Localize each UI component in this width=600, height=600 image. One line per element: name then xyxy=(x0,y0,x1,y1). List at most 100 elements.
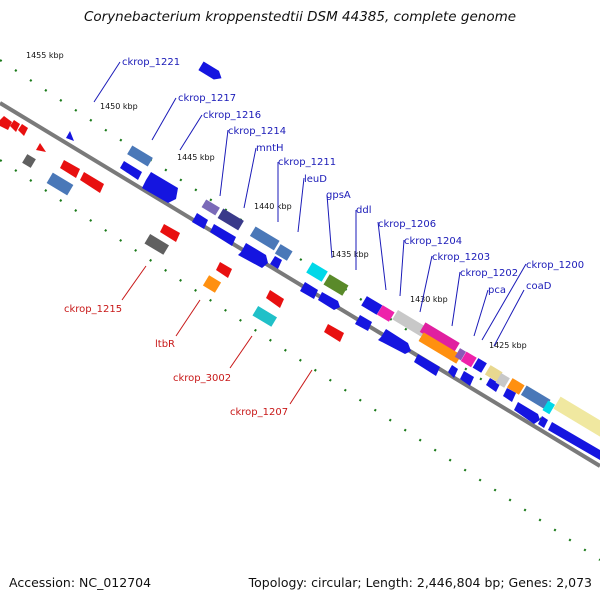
label-ckrop-1206: ckrop_1206 xyxy=(378,219,436,230)
gene-fwd-11 xyxy=(249,226,280,251)
connector-ckrop-1221 xyxy=(93,61,121,103)
gene-fwd-23 xyxy=(418,332,462,364)
connector-ckrop-1216 xyxy=(179,114,203,151)
label-ckrop-1216: ckrop_1216 xyxy=(203,110,261,121)
label-ddl: ddl xyxy=(356,205,371,216)
label-gpsa: gpsA xyxy=(326,190,351,201)
genome-backbone xyxy=(0,101,600,468)
connector-mnth xyxy=(243,147,257,209)
gene-rev-9 xyxy=(80,172,104,193)
scale-ticks-line xyxy=(0,59,600,459)
gene-rev-3 xyxy=(18,124,28,136)
gene-fwd-36 xyxy=(542,400,556,415)
gene-rev-6 xyxy=(66,131,74,141)
gene-fwd-12 xyxy=(274,244,293,261)
label-coad: coaD xyxy=(526,281,552,292)
connector-ckrop-1204 xyxy=(399,239,405,297)
label-ckrop-1200: ckrop_1200 xyxy=(526,260,584,271)
connector-ckrop-1215 xyxy=(121,265,147,301)
label-ckrop-1215: ckrop_1215 xyxy=(64,304,122,315)
gene-fwd-8 xyxy=(217,208,244,231)
connector-ckrop-1202 xyxy=(451,271,461,327)
label-ckrop-1211: ckrop_1211 xyxy=(278,157,336,168)
label-ckrop-1214: ckrop_1214 xyxy=(228,126,286,137)
gene-fwd-20 xyxy=(376,305,395,322)
gene-fwd-16 xyxy=(323,274,349,296)
gene-fwd-22 xyxy=(419,322,460,353)
gene-rev-16 xyxy=(324,324,344,342)
gene-rev-12 xyxy=(216,262,232,278)
gene-fwd-38 xyxy=(514,402,540,424)
gene-rev-7 xyxy=(46,172,74,196)
label-ckrop-1221: ckrop_1221 xyxy=(122,57,180,68)
genome-summary-label: Topology: circular; Length: 2,446,804 bp… xyxy=(248,575,592,590)
gene-fwd-19 xyxy=(361,296,383,315)
gene-fwd-13 xyxy=(300,282,318,299)
gene-fwd-29 xyxy=(460,371,474,386)
gene-rev-2 xyxy=(10,120,20,132)
gene-fwd-26 xyxy=(460,351,477,368)
gene-fwd-28 xyxy=(448,365,458,378)
gene-fwd-27 xyxy=(472,358,487,373)
connector-pca xyxy=(473,289,489,337)
gene-fwd-24 xyxy=(414,354,440,376)
gene-fwd-15 xyxy=(306,262,328,282)
gene-fwd-10 xyxy=(270,256,282,269)
gene-fwd-34 xyxy=(503,388,516,402)
gene-fwd-30 xyxy=(486,378,500,392)
label-pca: pca xyxy=(488,285,506,296)
gene-fwd-5 xyxy=(192,213,208,229)
gene-fwd-37 xyxy=(553,396,600,438)
label-ckrop-1217: ckrop_1217 xyxy=(178,93,236,104)
label-ckrop-1204: ckrop_1204 xyxy=(404,236,462,247)
gene-rev-1 xyxy=(0,116,12,130)
gene-rev-8 xyxy=(60,160,80,178)
gene-fwd-6 xyxy=(210,224,236,246)
gene-fwd-3 xyxy=(142,172,178,203)
gene-fwd-1 xyxy=(198,61,222,80)
label-ckrop-1202: ckrop_1202 xyxy=(460,268,518,279)
map-title: Corynebacterium kroppenstedtii DSM 44385… xyxy=(83,9,517,25)
gene-fwd-40 xyxy=(548,422,600,460)
inner-ticks-line xyxy=(0,159,600,561)
gene-rev-13 xyxy=(202,275,222,293)
forward-genes xyxy=(120,61,600,460)
gene-rev-5 xyxy=(36,143,46,152)
gene-fwd-33 xyxy=(506,378,525,395)
label-leud: leuD xyxy=(304,174,327,185)
forward-labels: ckrop_1221 ckrop_1217 ckrop_1216 ckrop_1… xyxy=(122,57,584,296)
forward-connectors xyxy=(93,61,527,347)
gene-fwd-17 xyxy=(355,315,372,331)
label-ckrop-1207: ckrop_1207 xyxy=(230,407,288,418)
connector-coad xyxy=(493,289,525,347)
connector-ckrop-1206 xyxy=(377,221,387,291)
gene-fwd-2 xyxy=(120,161,142,180)
gene-rev-10 xyxy=(144,234,170,255)
connector-ltbr xyxy=(175,299,201,337)
gene-fwd-39 xyxy=(538,416,548,428)
label-ltbr: ltbR xyxy=(155,339,175,350)
reverse-labels: ckrop_1215 ltbR ckrop_3002 ckrop_1207 xyxy=(64,304,288,418)
scale-label-1435: 1435 kbp xyxy=(331,250,369,259)
label-ckrop-3002: ckrop_3002 xyxy=(173,373,231,384)
label-mnth: mntH xyxy=(256,143,284,154)
connector-ckrop-1207 xyxy=(289,369,313,405)
gene-fwd-7 xyxy=(201,199,220,216)
gene-fwd-32 xyxy=(495,373,510,388)
gene-fwd-35 xyxy=(520,385,551,410)
scale-label-1440: 1440 kbp xyxy=(254,202,292,211)
reverse-connectors xyxy=(121,265,313,405)
gene-fwd-21 xyxy=(392,309,428,337)
connector-gpsa xyxy=(326,194,333,259)
scale-label-1430: 1430 kbp xyxy=(410,295,448,304)
scale-label-1445: 1445 kbp xyxy=(177,153,215,162)
gene-fwd-9 xyxy=(238,243,268,268)
gene-fwd-18 xyxy=(378,329,411,354)
connector-leud xyxy=(297,177,305,233)
scale-labels: 1455 kbp 1450 kbp 1445 kbp 1440 kbp 1435… xyxy=(26,51,527,350)
gene-fwd-14 xyxy=(318,292,340,310)
connector-ckrop-1214 xyxy=(219,129,229,197)
gene-rev-14 xyxy=(266,290,284,308)
gene-rev-11 xyxy=(160,224,180,242)
